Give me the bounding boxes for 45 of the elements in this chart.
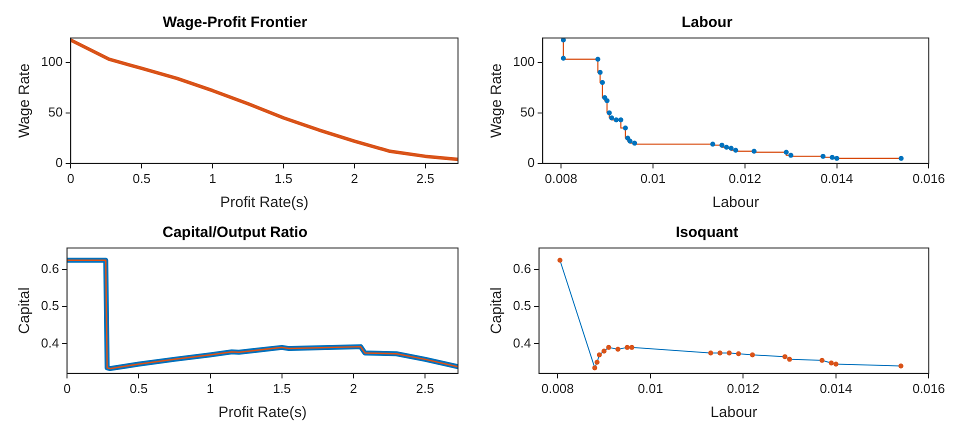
x-tick-label: 0 bbox=[67, 170, 74, 186]
x-tick-label: 0.5 bbox=[130, 380, 148, 396]
x-tick-label: 0.01 bbox=[638, 380, 664, 396]
x-tick-label: 0.014 bbox=[820, 170, 854, 186]
y-tick-label: 0.5 bbox=[40, 298, 60, 314]
x-tick-label: 2 bbox=[350, 380, 358, 396]
x-axis-title: Labour bbox=[712, 194, 760, 212]
chart-title: Isoquant bbox=[676, 224, 738, 242]
x-tick-label: 2 bbox=[350, 170, 358, 186]
x-tick-label: 0.008 bbox=[544, 170, 578, 186]
y-axis-title: Capital bbox=[16, 287, 34, 334]
x-tick-label: 1 bbox=[206, 380, 214, 396]
x-tick-label: 0.014 bbox=[820, 380, 852, 396]
y-tick-label: 100 bbox=[40, 54, 63, 69]
x-tick-label: 0.01 bbox=[640, 170, 666, 186]
chart-title: Capital/Output Ratio bbox=[162, 224, 308, 242]
y-axis-title: Capital bbox=[488, 287, 506, 334]
x-tick-label: 0.012 bbox=[728, 170, 762, 186]
x-tick-label: 1 bbox=[208, 170, 216, 186]
x-tick-label: 0.008 bbox=[541, 380, 574, 396]
x-tick-label: 2.5 bbox=[416, 380, 434, 396]
y-tick-label: 0 bbox=[55, 154, 63, 170]
y-tick-label: 0.5 bbox=[512, 298, 532, 314]
x-tick-label: 0.5 bbox=[132, 170, 151, 186]
y-tick-label: 0.4 bbox=[40, 335, 60, 350]
y-tick-label: 0.4 bbox=[512, 335, 532, 350]
x-tick-label: 1.5 bbox=[274, 170, 293, 186]
y-tick-label: 0 bbox=[527, 154, 535, 170]
x-axis-title: Profit Rate(s) bbox=[220, 194, 309, 212]
x-axis-title: Profit Rate(s) bbox=[218, 404, 307, 422]
y-tick-label: 100 bbox=[512, 54, 535, 69]
x-tick-label: 1.5 bbox=[272, 380, 291, 396]
y-tick-label: 0.6 bbox=[512, 261, 532, 276]
y-tick-label: 0.6 bbox=[40, 261, 60, 276]
y-axis-title: Wage Rate bbox=[16, 63, 34, 138]
chart-title: Wage-Profit Frontier bbox=[162, 14, 308, 32]
chart-title: Labour bbox=[682, 14, 733, 32]
x-tick-label: 0.016 bbox=[912, 170, 946, 186]
y-tick-label: 50 bbox=[48, 104, 63, 120]
y-axis-title: Wage Rate bbox=[488, 63, 506, 138]
x-axis-title: Labour bbox=[710, 404, 758, 422]
x-tick-label: 0.012 bbox=[726, 380, 760, 396]
y-tick-label: 50 bbox=[520, 104, 535, 120]
x-tick-label: 2.5 bbox=[416, 170, 434, 186]
x-tick-label: 0.016 bbox=[912, 380, 946, 396]
